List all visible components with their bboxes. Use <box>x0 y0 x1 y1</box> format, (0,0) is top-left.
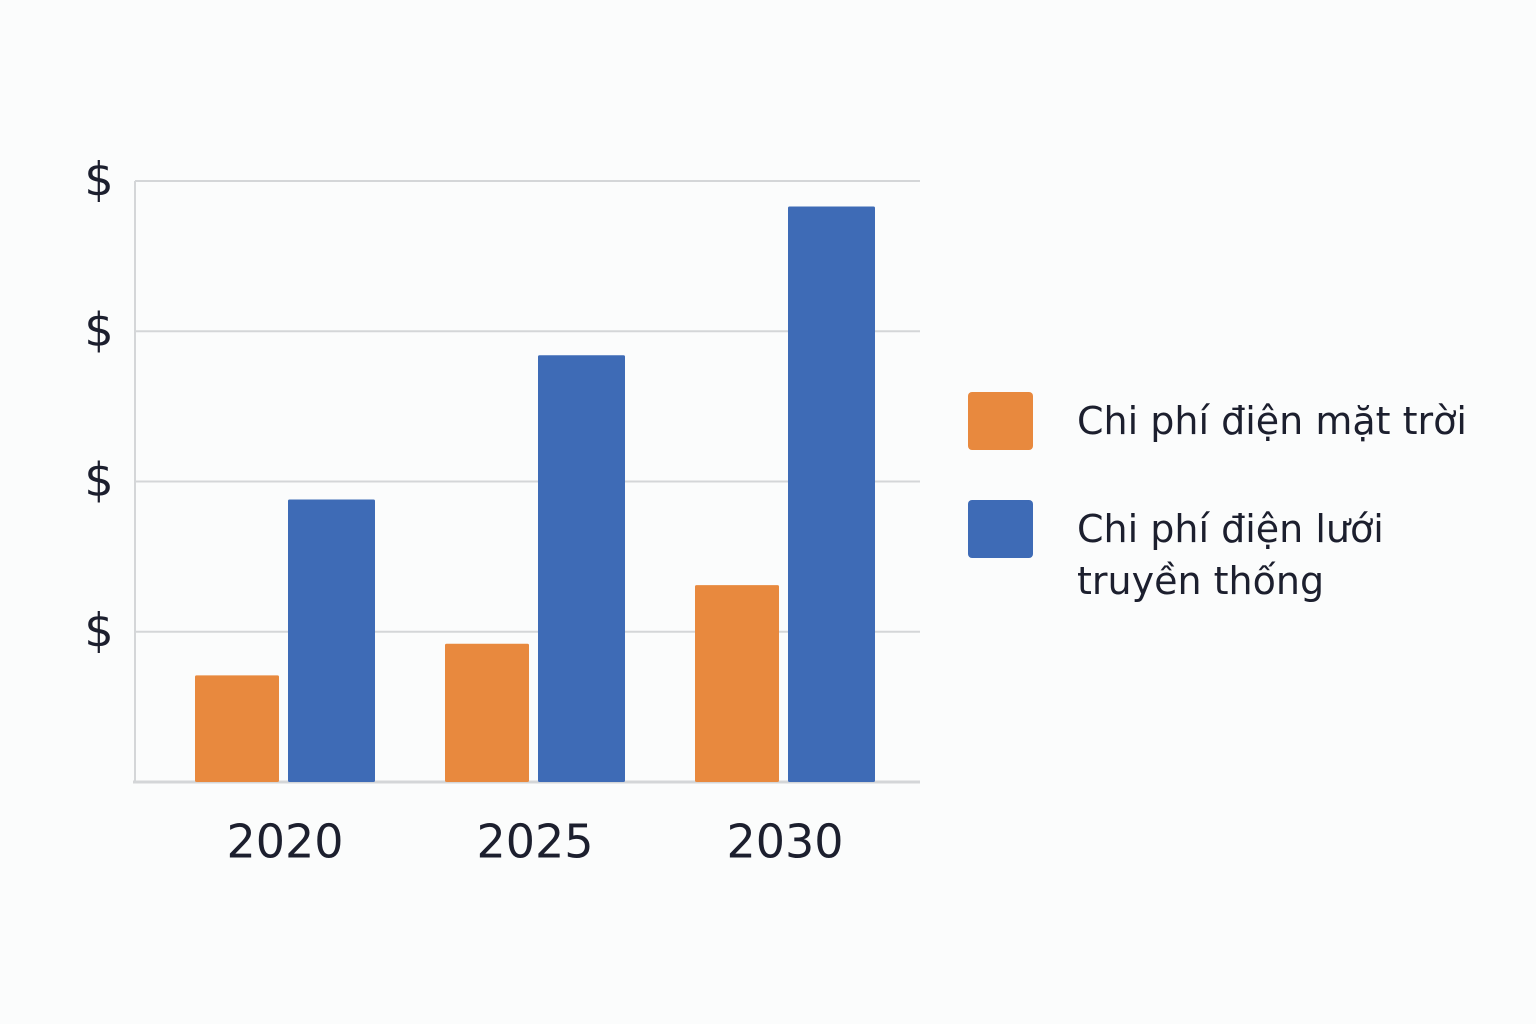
bar <box>538 355 625 782</box>
y-tick-label: $ <box>84 453 113 507</box>
x-tick-label: 2030 <box>726 815 843 869</box>
legend: Chi phí điện mặt trời Chi phí điện lưới t… <box>968 392 1488 657</box>
x-tick-label: 2025 <box>476 815 593 869</box>
legend-swatch <box>968 392 1033 450</box>
legend-swatch <box>968 500 1033 558</box>
legend-item: Chi phí điện lưới truyền thống <box>968 500 1488 607</box>
bar <box>288 499 375 782</box>
legend-item: Chi phí điện mặt trời <box>968 392 1488 450</box>
legend-label: Chi phí điện mặt trời <box>1077 399 1467 443</box>
bar <box>195 675 279 782</box>
legend-label: Chi phí điện lưới truyền thống <box>1077 507 1384 603</box>
bar <box>788 206 875 783</box>
y-tick-label: $ <box>84 153 113 207</box>
x-tick-label: 2020 <box>226 815 343 869</box>
bar <box>445 643 529 782</box>
bar <box>695 585 779 782</box>
y-tick-label: $ <box>84 603 113 657</box>
y-tick-label: $ <box>84 303 113 357</box>
